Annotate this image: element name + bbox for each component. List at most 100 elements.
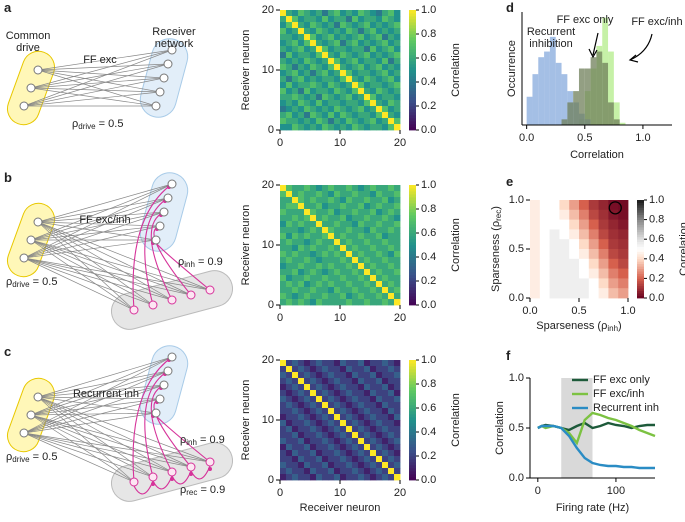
x-tick-label: 0.5 bbox=[571, 305, 586, 317]
heatmap-cell bbox=[328, 124, 335, 131]
heatmap-cell bbox=[316, 378, 323, 385]
heatmap-cell bbox=[559, 268, 570, 279]
heatmap-cell bbox=[292, 426, 299, 433]
heatmap-cell bbox=[298, 275, 305, 282]
colorbar-tick-label: 0.2 bbox=[421, 275, 436, 287]
heatmap-cell bbox=[310, 94, 317, 101]
heatmap-cell bbox=[394, 444, 401, 451]
colorbar-step bbox=[637, 224, 644, 228]
connection bbox=[37, 221, 154, 306]
connection bbox=[23, 432, 135, 483]
heatmap-cell bbox=[322, 396, 329, 403]
heatmap-cell bbox=[376, 402, 383, 409]
heatmap-cell bbox=[298, 70, 305, 77]
neuron bbox=[19, 253, 29, 263]
heatmap-cell bbox=[388, 221, 395, 228]
heatmap-cell bbox=[310, 28, 317, 35]
heatmap-cell bbox=[376, 64, 383, 71]
colorbar-step bbox=[409, 453, 416, 457]
heatmap-cell bbox=[298, 215, 305, 222]
heatmap-cell bbox=[322, 239, 329, 246]
colorbar-step bbox=[409, 450, 416, 454]
colorbar-step bbox=[637, 280, 644, 284]
heatmap-cell bbox=[298, 360, 305, 367]
heatmap-cell bbox=[322, 112, 329, 119]
connection bbox=[23, 384, 165, 434]
heatmap-cell bbox=[352, 76, 359, 83]
heatmap-cell bbox=[376, 432, 383, 439]
annotation-arrow bbox=[592, 32, 599, 56]
heatmap-cell bbox=[292, 88, 299, 95]
heatmap-cell bbox=[352, 287, 359, 294]
label-part: inh bbox=[184, 260, 195, 269]
heatmap-cell bbox=[340, 239, 347, 246]
heatmap-cell bbox=[292, 52, 299, 59]
colorbar-step bbox=[409, 97, 416, 101]
heatmap-cell bbox=[286, 10, 293, 17]
heatmap-cell bbox=[286, 275, 293, 282]
heatmap-cell bbox=[370, 251, 377, 258]
heatmap-cell bbox=[280, 82, 287, 89]
heatmap-cell bbox=[310, 46, 317, 53]
heatmap-cell bbox=[388, 197, 395, 204]
heatmap-cell bbox=[340, 58, 347, 65]
heatmap-cell bbox=[340, 124, 347, 131]
heatmap-cell bbox=[382, 378, 389, 385]
heatmap-cell bbox=[364, 444, 371, 451]
heatmap-cell bbox=[370, 16, 377, 23]
heatmap-cell bbox=[298, 88, 305, 95]
heatmap-cell bbox=[346, 88, 353, 95]
heatmap-cell bbox=[370, 88, 377, 95]
heatmap-cell bbox=[346, 275, 353, 282]
colorbar-step bbox=[409, 251, 416, 255]
colorbar-tick-label: 1.0 bbox=[649, 194, 664, 206]
heatmap-cell bbox=[310, 34, 317, 41]
heatmap-cell bbox=[292, 76, 299, 83]
heatmap-cell bbox=[364, 239, 371, 246]
colorbar-step bbox=[409, 414, 416, 418]
heatmap-cell bbox=[346, 402, 353, 409]
connection bbox=[30, 370, 169, 416]
heatmap-cell bbox=[280, 372, 287, 379]
heatmap-cell bbox=[394, 100, 401, 107]
heatmap-cell bbox=[394, 64, 401, 71]
heatmap-cell bbox=[382, 275, 389, 282]
rho-label: ρdrive = 0.5 bbox=[6, 451, 57, 464]
heatmap-cell bbox=[579, 258, 590, 269]
heatmap-cell bbox=[310, 215, 317, 222]
heatmap-cell bbox=[340, 438, 347, 445]
heatmap-cell bbox=[322, 281, 329, 288]
heatmap-cell bbox=[310, 209, 317, 216]
heatmap-cell bbox=[569, 278, 580, 289]
heatmap-cell bbox=[328, 209, 335, 216]
heatmap-cell bbox=[394, 402, 401, 409]
heatmap-cell bbox=[310, 438, 317, 445]
heatmap-cell bbox=[316, 281, 323, 288]
heatmap-cell bbox=[549, 239, 560, 250]
heatmap-cell bbox=[364, 263, 371, 270]
y-tick-label: 0 bbox=[268, 124, 274, 136]
heatmap-cell bbox=[388, 426, 395, 433]
heatmap-cell bbox=[588, 219, 599, 230]
heatmap-cell bbox=[370, 10, 377, 17]
connection bbox=[30, 225, 161, 241]
heatmap-cell bbox=[382, 28, 389, 35]
heatmap-cell bbox=[292, 191, 299, 198]
heatmap-cell bbox=[316, 52, 323, 59]
heatmap-cell bbox=[280, 378, 287, 385]
heatmap-cell bbox=[364, 215, 371, 222]
heatmap-cell bbox=[370, 203, 377, 210]
heatmap-cell bbox=[539, 268, 550, 279]
heatmap-cell bbox=[352, 468, 359, 475]
heatmap-cell bbox=[334, 269, 341, 276]
heatmap-cell bbox=[388, 269, 395, 276]
inhibitory-neuron bbox=[167, 467, 177, 477]
heatmap-cell bbox=[334, 450, 341, 457]
heatmap-cell bbox=[316, 468, 323, 475]
heatmap-cell bbox=[298, 118, 305, 125]
heatmap-cell bbox=[364, 118, 371, 125]
heatmap-cell bbox=[310, 426, 317, 433]
heatmap-cell bbox=[298, 420, 305, 427]
connection bbox=[37, 211, 165, 223]
heatmap-cell bbox=[316, 438, 323, 445]
